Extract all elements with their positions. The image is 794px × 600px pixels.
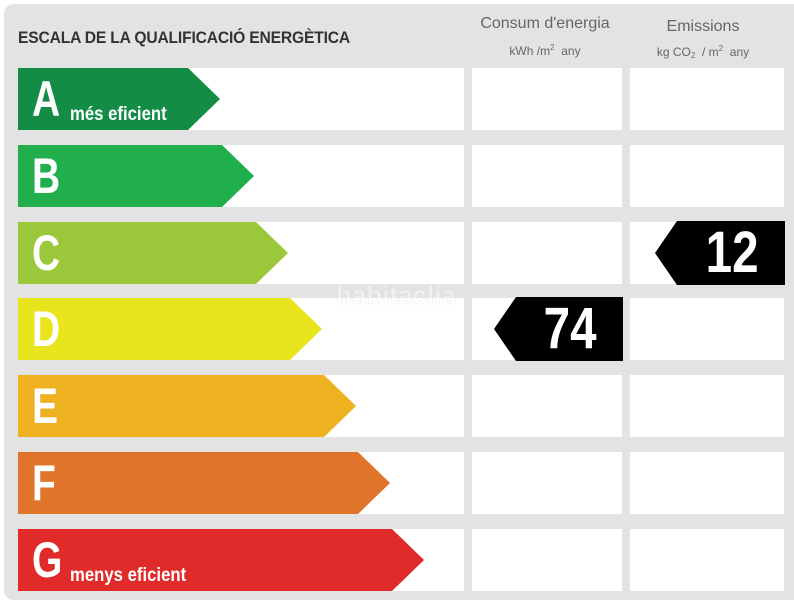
emissions-cell [630,298,784,360]
consumption-header-label: Consum d'energia [480,15,610,32]
emissions-rating-marker: 12 [655,221,785,285]
emissions-rating-value: 12 [706,220,759,285]
rating-arrow-b: B [18,145,254,207]
rating-letter: B [32,148,61,204]
rating-letter: G [32,532,63,588]
consumption-cell [472,375,622,437]
emissions-cell [630,529,784,591]
rating-arrow-e: E [18,375,356,437]
page-title: ESCALA DE LA QUALIFICACIÓ ENERGÈTICA [18,28,350,47]
rating-arrow-c: C [18,222,288,284]
consumption-cell [472,529,622,591]
emissions-cell [630,145,784,207]
rating-arrow-d: D [18,298,322,360]
consumption-rating-value: 74 [544,296,597,361]
consumption-cell [472,452,622,514]
rating-letter: F [32,455,56,511]
consumption-cell [472,68,622,130]
consumption-cell [472,145,622,207]
rating-letter: C [32,225,61,281]
rating-letter: A [32,71,61,127]
rating-arrow-caption: més eficient [70,104,167,125]
rating-letter: D [32,301,61,357]
consumption-header-unit: kWh /m2 any [509,43,581,58]
consumption-cell [472,222,622,284]
emissions-header-label: Emissions [666,18,740,35]
rating-arrow-f: F [18,452,390,514]
emissions-column-header: Emissions kg CO2 / m2 any [628,17,778,64]
emissions-cell [630,68,784,130]
emissions-cell [630,375,784,437]
rating-letter: E [32,378,59,434]
rating-arrow-caption: menys eficient [70,565,187,586]
emissions-cell [630,452,784,514]
consumption-column-header: Consum d'energia kWh /m2 any [470,14,620,59]
consumption-rating-marker: 74 [494,297,623,361]
emissions-header-unit: kg CO2 / m2 any [656,44,750,60]
